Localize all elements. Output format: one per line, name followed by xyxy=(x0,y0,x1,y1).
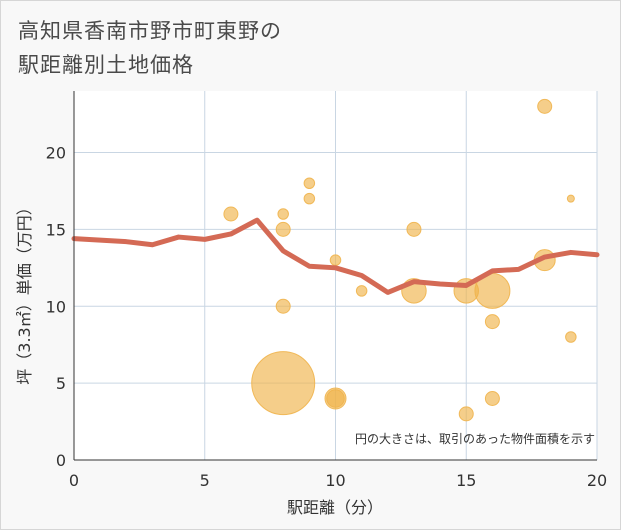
scatter-point xyxy=(326,389,345,408)
scatter-bubbles xyxy=(223,98,577,422)
y-axis-title: 坪（3.3㎡）単価（万円） xyxy=(15,199,34,384)
y-tick-label: 15 xyxy=(46,220,66,239)
scatter-point xyxy=(303,192,316,205)
chart-title-line2: 駅距離別土地価格 xyxy=(18,53,194,77)
average-line-group xyxy=(71,217,600,295)
chart-title-line1: 高知県香南市野市町東野の xyxy=(18,19,282,43)
tick-labels: 0 5 10 15 20 0 5 10 15 20 xyxy=(46,144,608,491)
scatter-point xyxy=(277,208,289,220)
y-tick-label: 0 xyxy=(56,451,66,470)
scatter-point xyxy=(303,177,316,189)
scatter-point xyxy=(458,406,474,422)
grid-lines xyxy=(74,91,598,460)
y-tick-label: 5 xyxy=(56,374,66,393)
x-tick-label: 5 xyxy=(200,471,210,490)
y-tick-label: 20 xyxy=(46,144,66,163)
chart-title: 高知県香南市野市町東野の 駅距離別土地価格 xyxy=(18,14,282,82)
average-price-line xyxy=(71,217,600,295)
scatter-point xyxy=(275,298,291,314)
scatter-point xyxy=(484,391,500,406)
bubble-size-note: 円の大きさは、取引のあった物件面積を示す xyxy=(355,431,595,446)
scatter-point xyxy=(566,194,575,203)
x-axis-title: 駅距離（分） xyxy=(287,498,383,517)
scatter-point xyxy=(565,331,577,343)
scatter-point xyxy=(537,98,553,114)
x-tick-label: 20 xyxy=(587,471,607,490)
x-tick-label: 0 xyxy=(69,471,79,490)
scatter-point xyxy=(355,285,368,297)
scatter-point xyxy=(484,314,500,330)
scatter-point xyxy=(223,206,239,222)
y-tick-label: 10 xyxy=(46,297,66,316)
scatter-point xyxy=(329,254,342,266)
scatter-point xyxy=(251,351,316,416)
axes xyxy=(73,91,597,461)
scatter-point xyxy=(406,221,422,237)
x-tick-label: 15 xyxy=(456,471,476,490)
x-tick-label: 10 xyxy=(325,471,345,490)
scatter-point xyxy=(275,221,291,237)
